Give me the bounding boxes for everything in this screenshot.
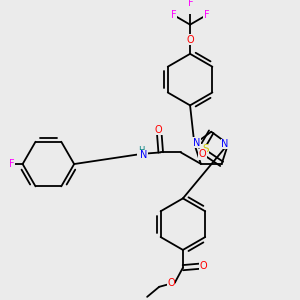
Text: F: F bbox=[9, 159, 15, 169]
Text: O: O bbox=[199, 149, 206, 159]
Text: F: F bbox=[188, 0, 194, 8]
Text: N: N bbox=[140, 150, 147, 160]
Text: O: O bbox=[200, 261, 207, 271]
Text: O: O bbox=[167, 278, 175, 288]
Text: F: F bbox=[171, 10, 176, 20]
Text: N: N bbox=[221, 139, 228, 149]
Text: N: N bbox=[193, 138, 200, 148]
Text: O: O bbox=[154, 124, 162, 134]
Text: H: H bbox=[138, 146, 144, 155]
Text: O: O bbox=[186, 34, 194, 44]
Text: F: F bbox=[204, 10, 209, 20]
Text: S: S bbox=[202, 144, 208, 154]
